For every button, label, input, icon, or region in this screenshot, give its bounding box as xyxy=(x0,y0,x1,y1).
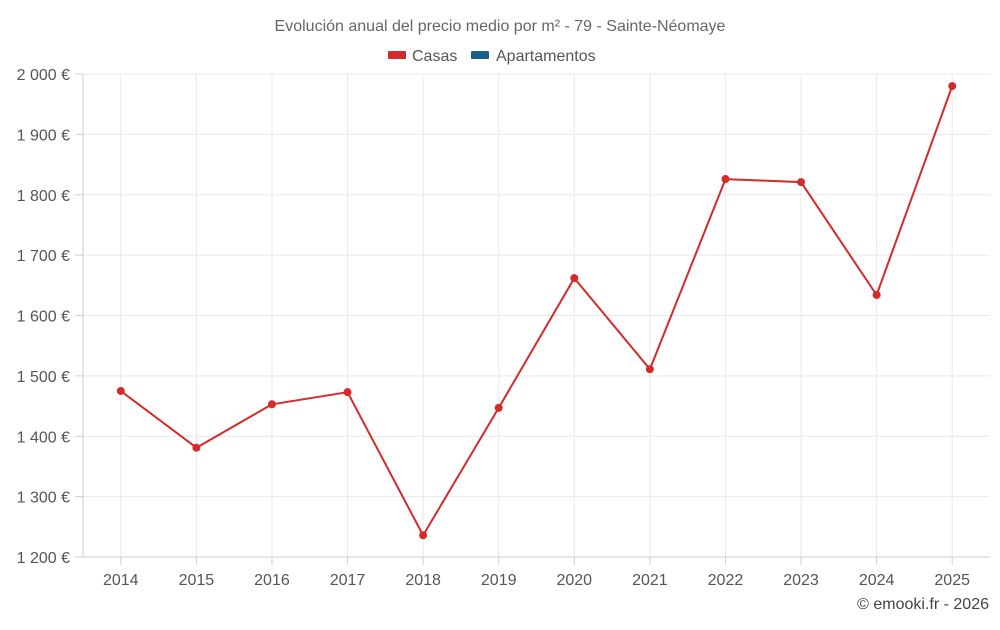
legend-item-casas[interactable]: Casas xyxy=(388,48,457,65)
y-tick-label: 1 900 € xyxy=(17,127,70,144)
series-line xyxy=(120,85,954,537)
y-tick-label: 1 400 € xyxy=(17,429,70,446)
chart-title: Evolución anual del precio medio por m² … xyxy=(275,18,726,35)
y-tick-label: 1 700 € xyxy=(17,248,70,265)
data-point[interactable] xyxy=(494,403,503,412)
x-tick-label: 2021 xyxy=(632,572,668,589)
y-tick-label: 1 200 € xyxy=(17,550,70,567)
data-point[interactable] xyxy=(192,443,201,452)
y-axis-ticks: 1 200 € 1 300 € 1 400 € 1 500 € 1 600 € 1 700… xyxy=(17,67,83,567)
legend-label-apartamentos: Apartamentos xyxy=(496,48,596,65)
legend-swatch-apartamentos xyxy=(471,51,489,59)
x-tick-label: 2022 xyxy=(708,572,744,589)
data-point[interactable] xyxy=(343,388,352,397)
x-tick-label: 2016 xyxy=(254,572,290,589)
legend-item-apartamentos[interactable]: Apartamentos xyxy=(471,48,596,65)
x-tick-label: 2019 xyxy=(481,572,517,589)
x-tick-label: 2024 xyxy=(859,572,895,589)
data-point[interactable] xyxy=(948,82,957,91)
x-tick-label: 2023 xyxy=(783,572,819,589)
legend-label-casas: Casas xyxy=(412,48,457,65)
data-point[interactable] xyxy=(267,400,276,409)
data-point[interactable] xyxy=(645,365,654,374)
x-tick-label: 2020 xyxy=(556,572,592,589)
data-point[interactable] xyxy=(797,178,806,187)
data-point[interactable] xyxy=(419,531,428,540)
data-point[interactable] xyxy=(116,386,125,395)
y-tick-label: 1 500 € xyxy=(17,369,70,386)
legend-swatch-casas xyxy=(388,51,406,59)
x-tick-label: 2015 xyxy=(179,572,215,589)
series-casas xyxy=(116,82,957,540)
x-tick-label: 2017 xyxy=(330,572,366,589)
copyright-credit: © emooki.fr - 2026 xyxy=(857,596,989,613)
legend: Casas Apartamentos xyxy=(388,48,596,65)
data-point[interactable] xyxy=(721,175,730,184)
data-point[interactable] xyxy=(570,274,579,283)
x-axis-ticks: 2014 2015 2016 2017 2018 2019 2020 2021 2022 2023… xyxy=(103,557,970,589)
x-tick-label: 2025 xyxy=(934,572,970,589)
data-point[interactable] xyxy=(872,290,881,299)
y-tick-label: 2 000 € xyxy=(17,67,70,84)
x-tick-label: 2018 xyxy=(405,572,441,589)
x-tick-label: 2014 xyxy=(103,572,139,589)
y-tick-label: 1 300 € xyxy=(17,490,70,507)
y-tick-label: 1 600 € xyxy=(17,309,70,326)
y-tick-label: 1 800 € xyxy=(17,188,70,205)
gridlines xyxy=(83,73,990,557)
